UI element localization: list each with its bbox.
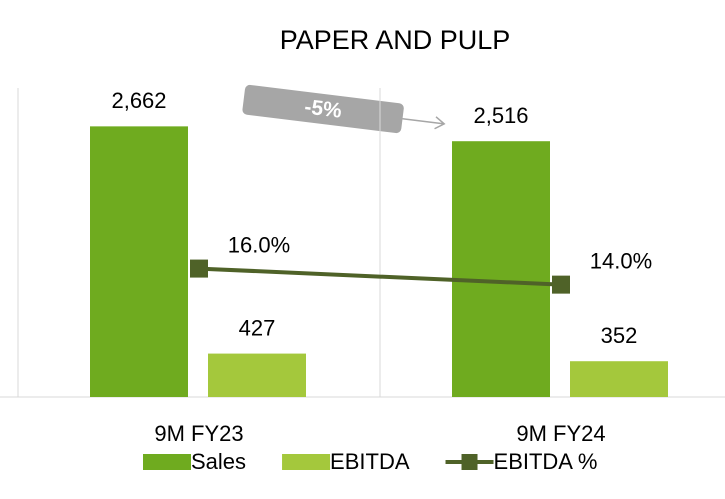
legend-swatch	[461, 454, 478, 470]
data-label: 427	[239, 315, 276, 340]
data-label: 14.0%	[590, 248, 652, 273]
data-label: 352	[601, 323, 638, 348]
line-marker	[552, 275, 570, 294]
x-tick-label: 9M FY23	[154, 421, 243, 446]
legend-swatch	[143, 454, 191, 470]
line-marker	[190, 259, 208, 278]
annotation-text: -5%	[303, 95, 343, 122]
bar	[90, 126, 188, 397]
bar	[208, 353, 306, 397]
legend-label: EBITDA	[330, 449, 410, 474]
annotation-arrow	[402, 116, 446, 130]
line	[198, 266, 562, 287]
data-label: 2,662	[111, 88, 166, 113]
legend-swatch	[282, 454, 331, 470]
legend-label: Sales	[191, 449, 246, 474]
data-label: 16.0%	[228, 232, 290, 257]
bar	[452, 141, 550, 397]
change-annotation: -5%	[242, 84, 446, 134]
bar	[570, 361, 668, 397]
annotation-box	[242, 84, 404, 134]
chart-title: PAPER AND PULP	[280, 25, 511, 55]
legend-label: EBITDA %	[494, 449, 598, 474]
data-label: 2,516	[473, 103, 528, 128]
x-tick-label: 9M FY24	[516, 421, 605, 446]
